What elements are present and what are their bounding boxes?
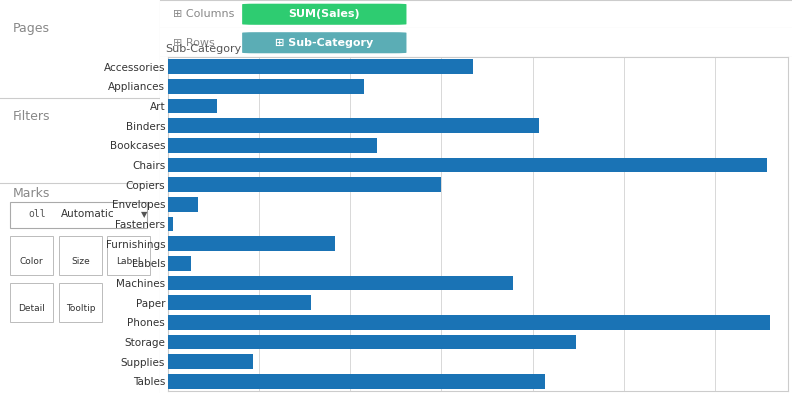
Bar xyxy=(168,197,198,212)
Text: oll: oll xyxy=(29,209,47,219)
Bar xyxy=(168,256,191,271)
Text: Pages: Pages xyxy=(13,22,50,35)
Bar xyxy=(168,158,767,173)
Text: Sub-Category: Sub-Category xyxy=(165,44,241,53)
FancyBboxPatch shape xyxy=(10,202,147,228)
Bar xyxy=(168,275,513,290)
Text: Color: Color xyxy=(19,257,43,266)
FancyBboxPatch shape xyxy=(242,4,406,25)
Bar xyxy=(168,217,173,231)
Text: ⊞ Sub-Category: ⊞ Sub-Category xyxy=(275,38,374,48)
Text: Detail: Detail xyxy=(17,304,44,313)
FancyBboxPatch shape xyxy=(242,32,406,53)
Bar xyxy=(168,118,539,133)
FancyBboxPatch shape xyxy=(59,236,102,275)
Text: ⊞ Columns: ⊞ Columns xyxy=(173,9,234,19)
Bar xyxy=(168,295,311,310)
Text: Filters: Filters xyxy=(13,110,51,123)
Text: ▼: ▼ xyxy=(141,210,147,219)
Bar xyxy=(168,99,217,114)
FancyBboxPatch shape xyxy=(10,283,53,322)
Bar xyxy=(168,177,440,192)
FancyBboxPatch shape xyxy=(59,283,102,322)
Bar xyxy=(168,236,335,251)
Text: Tooltip: Tooltip xyxy=(66,304,96,313)
Text: Automatic: Automatic xyxy=(61,209,114,219)
Bar xyxy=(168,138,378,153)
Bar xyxy=(168,334,576,349)
Text: ⊞ Rows: ⊞ Rows xyxy=(173,38,215,48)
Bar xyxy=(168,315,770,330)
FancyBboxPatch shape xyxy=(10,236,53,275)
Bar xyxy=(168,374,546,389)
Bar xyxy=(168,59,473,74)
Text: Label: Label xyxy=(116,257,141,266)
Text: Marks: Marks xyxy=(13,187,50,200)
FancyBboxPatch shape xyxy=(107,236,150,275)
Bar xyxy=(168,354,253,369)
Text: Size: Size xyxy=(71,257,90,266)
Text: SUM(Sales): SUM(Sales) xyxy=(288,9,360,19)
Bar xyxy=(168,79,364,94)
